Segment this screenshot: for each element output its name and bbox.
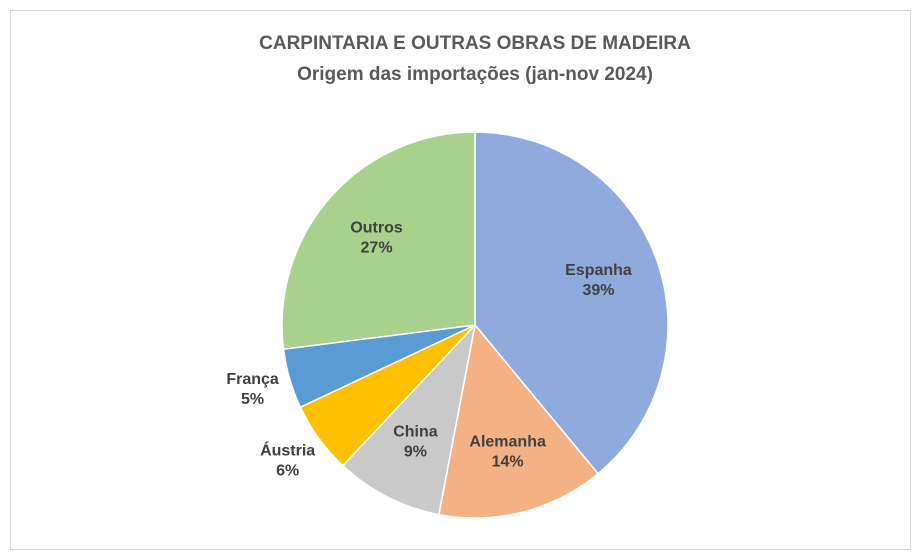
pie-slice (437, 323, 600, 519)
labels: Espanha 39% Alemanha 14% China 9% Áustria 6% Fra… (226, 220, 632, 480)
value-label: 27% (361, 240, 393, 257)
value-label: 9% (404, 444, 427, 461)
value-label: 5% (241, 391, 264, 408)
category-label: Espanha (565, 262, 632, 279)
data-label: Espanha 39% (565, 262, 632, 299)
category-label: Áustria (260, 441, 315, 460)
value-label: 14% (492, 454, 524, 471)
data-label: Alemanha 14% (469, 434, 546, 471)
data-label: Outros 27% (350, 220, 403, 257)
category-label: China (393, 424, 438, 441)
pie-slice (341, 322, 477, 516)
data-label: França 5% (226, 371, 279, 408)
pie-slice (474, 131, 669, 475)
value-label: 6% (276, 463, 299, 480)
category-label: Outros (350, 220, 403, 237)
category-label: França (226, 371, 279, 388)
category-label: Alemanha (469, 434, 546, 451)
pie-slice (281, 131, 476, 351)
pie (281, 131, 669, 519)
chart-subtitle: Origem das importações (jan-nov 2024) (297, 64, 653, 85)
value-label: 39% (582, 282, 614, 299)
data-label: Áustria 6% (260, 441, 315, 480)
chart-title: CARPINTARIA E OUTRAS OBRAS DE MADEIRA (259, 33, 691, 54)
data-label: China 9% (393, 424, 438, 461)
